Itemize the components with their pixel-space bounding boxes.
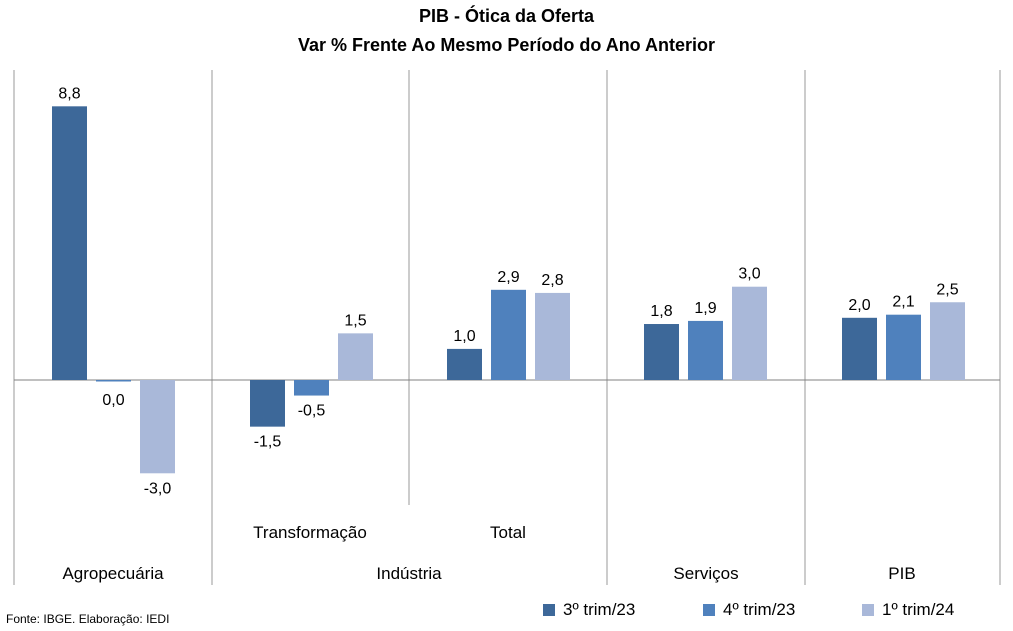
legend-swatch-1tri24: [862, 604, 874, 616]
group-label-industria: Indústria: [376, 564, 442, 583]
bar-transformacao-s0: [250, 380, 285, 427]
legend-item-4tri23: 4º trim/23: [703, 600, 795, 620]
bar-pib-s1: [886, 314, 921, 380]
data-label-servicos-s1: 1,9: [694, 300, 716, 317]
bar-transformacao-s2: [338, 333, 373, 380]
data-label-agropecuaria-s2: -3,0: [144, 480, 172, 497]
data-label-total-s0: 1,0: [453, 328, 475, 345]
bar-pib-s0: [842, 317, 877, 380]
source-note: Fonte: IBGE. Elaboração: IEDI: [6, 612, 170, 626]
group-label-pib: PIB: [888, 564, 915, 583]
bar-total-s1: [491, 289, 526, 380]
bar-servicos-s1: [688, 320, 723, 380]
data-label-total-s1: 2,9: [497, 269, 519, 286]
data-label-pib-s0: 2,0: [848, 297, 870, 314]
legend-label-3tri23: 3º trim/23: [563, 600, 636, 619]
subcategory-label-transformacao: Transformação: [253, 523, 367, 542]
data-label-transformacao-s2: 1,5: [344, 312, 366, 329]
group-label-agropecuaria: Agropecuária: [62, 564, 164, 583]
data-label-pib-s1: 2,1: [892, 294, 914, 311]
legend-swatch-4tri23: [703, 604, 715, 616]
chart-subtitle: Var % Frente Ao Mesmo Período do Ano Ant…: [297, 35, 716, 55]
bar-total-s0: [447, 348, 482, 380]
legend-label-1tri24: 1º trim/24: [882, 600, 955, 619]
legend-label-4tri23: 4º trim/23: [723, 600, 796, 619]
bar-pib-s2: [930, 302, 965, 380]
bar-servicos-s2: [732, 286, 767, 380]
bar-transformacao-s1: [294, 380, 329, 396]
bar-agropecuaria-s1: [96, 380, 131, 382]
legend-item-1tri24: 1º trim/24: [862, 600, 954, 620]
bar-agropecuaria-s0: [52, 106, 87, 380]
legend-item-3tri23: 3º trim/23: [543, 600, 635, 620]
group-label-servicos: Serviços: [673, 564, 738, 583]
chart-title: PIB - Ótica da Oferta: [418, 6, 595, 26]
data-label-agropecuaria-s0: 8,8: [58, 85, 80, 102]
subcategory-label-total: Total: [490, 523, 526, 542]
data-label-total-s2: 2,8: [541, 272, 563, 289]
bar-agropecuaria-s2: [140, 380, 175, 474]
data-label-transformacao-s0: -1,5: [254, 434, 282, 451]
data-label-transformacao-s1: -0,5: [298, 403, 326, 420]
data-label-pib-s2: 2,5: [936, 281, 958, 298]
legend-swatch-3tri23: [543, 604, 555, 616]
data-label-servicos-s2: 3,0: [738, 266, 760, 283]
bar-total-s2: [535, 292, 570, 380]
data-label-servicos-s0: 1,8: [650, 303, 672, 320]
bar-servicos-s0: [644, 324, 679, 380]
data-label-agropecuaria-s1: 0,0: [102, 392, 124, 409]
